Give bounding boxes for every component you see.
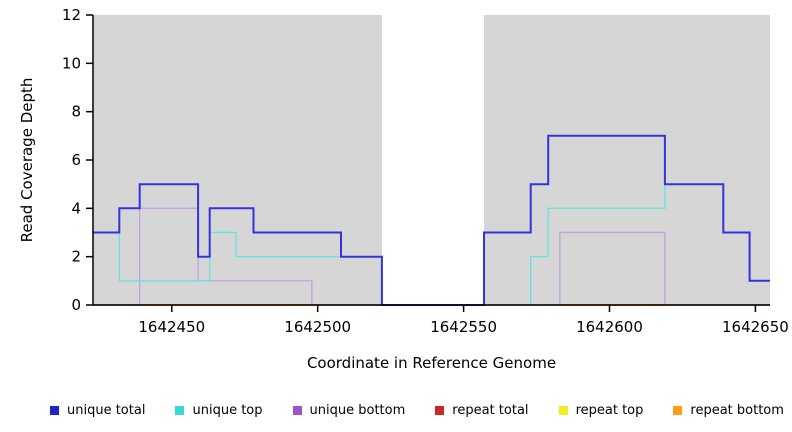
legend-swatch-unique-top: [175, 405, 185, 415]
y-tick-label: 8: [71, 103, 81, 121]
plot-area: 1642450 1642500 1642550 1642600 1642650 0 2 4 6 8…: [62, 6, 789, 336]
legend-swatch-repeat-bottom: [673, 405, 683, 415]
legend-swatch-repeat-top: [558, 405, 568, 415]
series-unique-total: [93, 134, 770, 306]
y-tick-label: 12: [62, 6, 81, 24]
x-axis-title: Coordinate in Reference Genome: [306, 354, 557, 372]
y-tick-label: 2: [71, 248, 81, 266]
legend: unique total unique top unique bottom repea…: [50, 400, 784, 420]
legend-label: repeat total: [452, 402, 529, 418]
series-unique-bottom: [93, 207, 770, 306]
legend-swatch-unique-bottom: [292, 405, 302, 415]
legend-label: repeat top: [575, 402, 644, 418]
y-tick-label: 10: [62, 54, 81, 72]
x-tick-label: 1642600: [576, 318, 643, 336]
legend-label: repeat bottom: [690, 402, 784, 418]
legend-item-unique-bottom: unique bottom: [292, 402, 406, 418]
x-tick-label: 1642550: [430, 318, 497, 336]
x-tick-label: 1642650: [722, 318, 789, 336]
y-tick-label: 0: [71, 296, 81, 314]
legend-swatch-repeat-total: [435, 405, 445, 415]
legend-item-repeat-total: repeat total: [435, 402, 529, 418]
y-tick-label: 4: [71, 199, 81, 217]
legend-label: unique total: [67, 402, 146, 418]
legend-item-repeat-bottom: repeat bottom: [673, 403, 784, 418]
legend-item-unique-total: unique total: [50, 403, 145, 418]
legend-label: unique bottom: [309, 402, 406, 418]
x-tick-label: 1642500: [284, 318, 351, 336]
y-tick-label: 6: [71, 151, 81, 169]
legend-swatch-unique-total: [50, 405, 59, 415]
uncovered-gap-region: [381, 15, 485, 305]
legend-label: unique top: [192, 402, 263, 418]
legend-item-unique-top: unique top: [175, 402, 263, 418]
x-tick-label: 1642450: [138, 318, 205, 336]
legend-item-repeat-top: repeat top: [558, 402, 644, 418]
y-axis-title: Read Coverage Depth: [18, 77, 36, 243]
